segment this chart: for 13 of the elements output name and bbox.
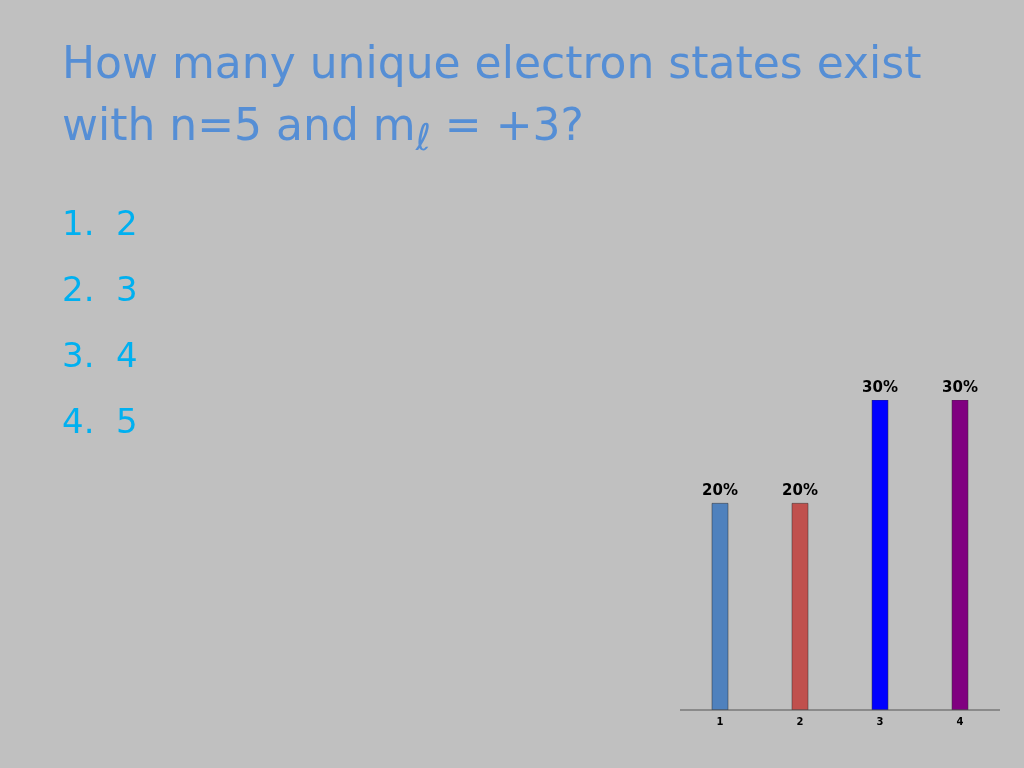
data-label: 30% bbox=[942, 378, 978, 396]
text: 1. 2 bbox=[62, 202, 138, 245]
data-label: 20% bbox=[782, 481, 818, 500]
chart-title: How many unique electron states exist with n=5 and m$_{ℓ}$ = +3? bbox=[62, 36, 923, 161]
data-label: 30% bbox=[862, 378, 898, 396]
text: 3. 4 bbox=[62, 334, 138, 377]
x-tick-label: 4 bbox=[956, 716, 964, 728]
data-label: 20% bbox=[702, 481, 738, 500]
x-tick-label: 2 bbox=[796, 716, 804, 728]
x-tick-label: 3 bbox=[876, 716, 884, 728]
text: 2. 3 bbox=[62, 268, 138, 311]
x-tick-label: 1 bbox=[716, 716, 724, 728]
text: 4. 5 bbox=[62, 400, 138, 443]
